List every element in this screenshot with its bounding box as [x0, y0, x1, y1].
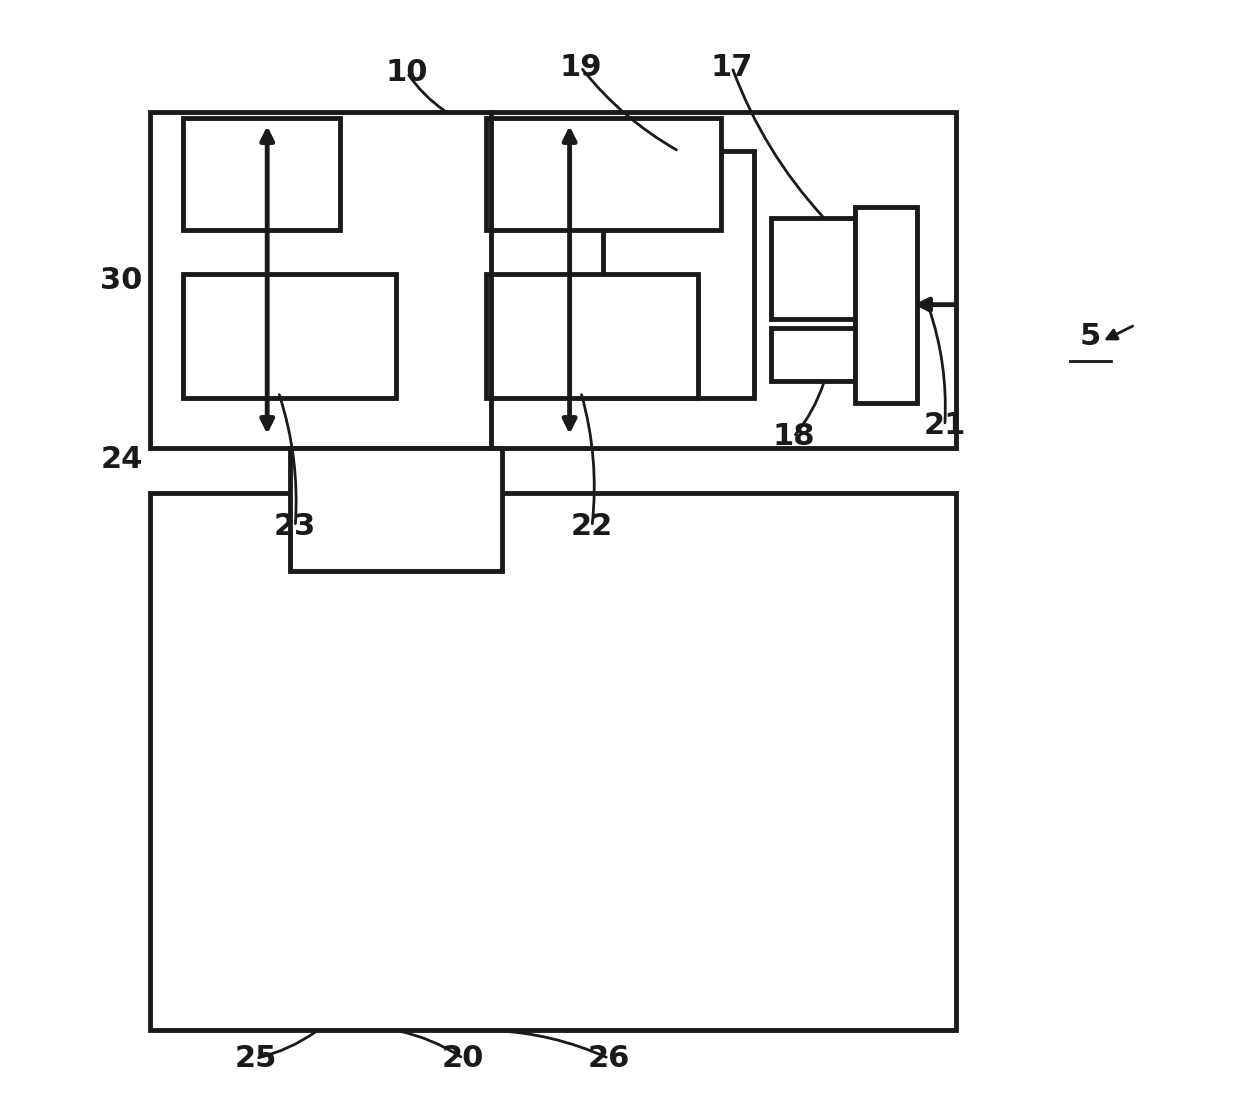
FancyBboxPatch shape — [771, 328, 878, 381]
FancyBboxPatch shape — [150, 112, 956, 448]
Text: 20: 20 — [441, 1044, 485, 1073]
FancyBboxPatch shape — [856, 207, 916, 403]
Text: 21: 21 — [924, 411, 966, 440]
Text: 19: 19 — [559, 53, 603, 82]
Text: 10: 10 — [386, 58, 429, 87]
Text: 24: 24 — [100, 445, 143, 474]
Text: 26: 26 — [588, 1044, 630, 1073]
Text: 17: 17 — [711, 53, 753, 82]
Text: 25: 25 — [234, 1044, 278, 1073]
FancyBboxPatch shape — [290, 448, 502, 571]
Text: 22: 22 — [570, 512, 613, 541]
FancyBboxPatch shape — [603, 151, 754, 398]
Text: 30: 30 — [100, 265, 143, 295]
FancyBboxPatch shape — [184, 274, 396, 398]
FancyBboxPatch shape — [486, 274, 698, 398]
FancyBboxPatch shape — [486, 118, 720, 230]
Text: 5: 5 — [1080, 321, 1101, 351]
FancyBboxPatch shape — [771, 218, 878, 319]
FancyBboxPatch shape — [184, 118, 340, 230]
FancyBboxPatch shape — [150, 493, 956, 1030]
Text: 23: 23 — [274, 512, 316, 541]
Text: 18: 18 — [773, 422, 815, 451]
